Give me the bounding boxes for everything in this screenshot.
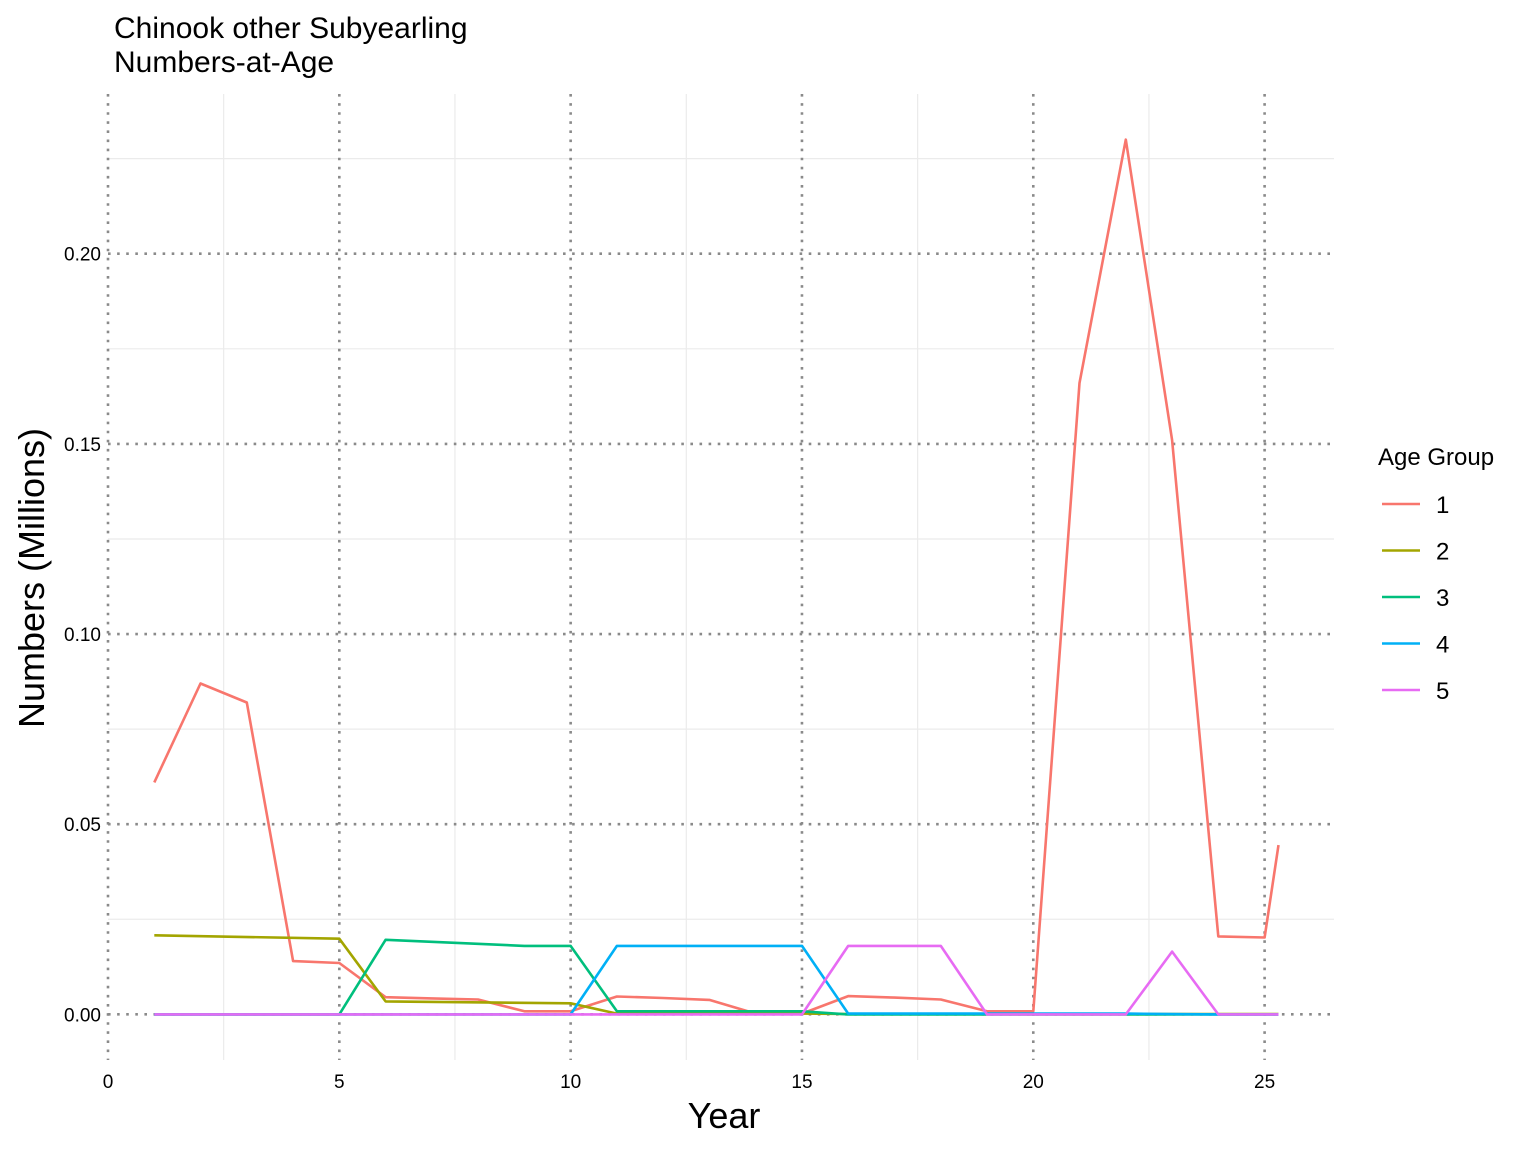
x-tick-label: 25: [1254, 1072, 1275, 1093]
y-axis-title: Numbers (Millions): [11, 428, 52, 728]
chart-title-line-2: Numbers-at-Age: [114, 46, 334, 79]
minor-gridlines: [108, 94, 1334, 1060]
x-tick-label: 10: [560, 1072, 581, 1093]
y-tick-label: 0.20: [64, 245, 101, 266]
legend-label-1: 1: [1436, 492, 1449, 519]
legend-label-3: 3: [1436, 585, 1449, 612]
series-lines: [153, 138, 1280, 1016]
legend-label-4: 4: [1436, 632, 1449, 659]
x-tick-label: 5: [334, 1072, 345, 1093]
legend: Age Group 1 2 3 4 5: [1378, 444, 1494, 705]
major-gridlines: [106, 94, 1334, 1060]
legend-items: 1 2 3 4 5: [1382, 492, 1449, 705]
x-tick-label: 20: [1023, 1072, 1044, 1093]
y-tick-label: 0.10: [64, 625, 101, 646]
y-tick-label: 0.15: [64, 435, 101, 456]
y-tick-label: 0.05: [64, 815, 101, 836]
chart-title-line-1: Chinook other Subyearling: [114, 12, 468, 45]
series-line-5: [154, 944, 1279, 1016]
y-tick-label: 0.00: [64, 1005, 101, 1026]
legend-label-2: 2: [1436, 539, 1449, 566]
series-line-4: [154, 944, 1279, 1016]
x-tick-label: 0: [103, 1072, 114, 1093]
legend-title: Age Group: [1378, 444, 1494, 471]
y-axis-tick-labels: 0.00 0.05 0.10 0.15 0.20: [64, 245, 101, 1027]
x-tick-label: 15: [791, 1072, 812, 1093]
legend-label-5: 5: [1436, 678, 1449, 705]
x-axis-title: Year: [688, 1095, 761, 1136]
x-axis-tick-labels: 0 5 10 15 20 25: [103, 1072, 1275, 1093]
series-line-1: [153, 138, 1280, 1015]
